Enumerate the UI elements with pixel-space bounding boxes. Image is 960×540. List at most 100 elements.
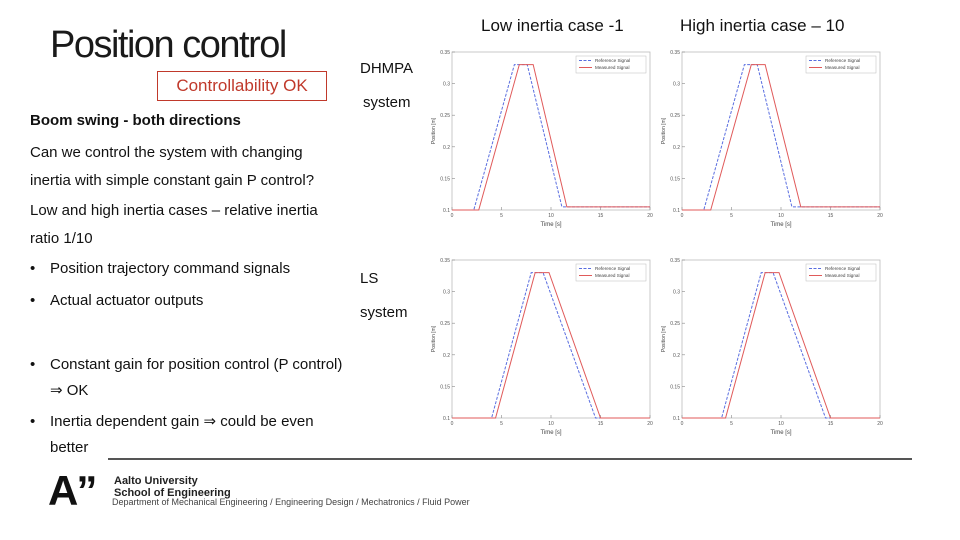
y-tick-label: 0.25 [440, 113, 450, 119]
y-tick-label: 0.1 [673, 208, 680, 214]
bullet-item: • Position trajectory command signals [30, 256, 345, 282]
x-tick-label: 15 [598, 213, 604, 219]
plot-area [451, 259, 651, 419]
x-tick-label: 10 [548, 213, 554, 219]
x-tick-label: 20 [877, 421, 883, 427]
legend-box [805, 55, 877, 74]
y-tick-label: 0.1 [443, 208, 450, 214]
series-line-measured [682, 272, 880, 419]
row-label-dhmpa: DHMPA [360, 60, 414, 77]
x-tick-label: 5 [500, 421, 503, 427]
bullet-text: Position trajectory command signals [50, 260, 291, 277]
plot-area [681, 51, 881, 211]
series-line-measured [452, 272, 650, 419]
x-tick-label: 5 [730, 213, 733, 219]
slide-title: Position control [50, 24, 287, 66]
slide-subtitle: Boom swing - both directions [30, 112, 241, 129]
legend-entry: Measured Signal [825, 65, 859, 70]
x-tick-label: 0 [451, 421, 454, 427]
legend-box [575, 55, 647, 74]
legend-entry: Reference Signal [825, 58, 860, 63]
y-axis-label: Position [m] [661, 117, 667, 144]
bullet-text: Constant gain for position control (P co… [50, 356, 343, 399]
x-tick-label: 0 [451, 213, 454, 219]
column-header-low: Low inertia case -1 [481, 16, 624, 35]
plot-area [681, 259, 881, 419]
y-tick-label: 0.1 [443, 416, 450, 422]
x-axis-label: Time [s] [540, 430, 561, 436]
bullet-text: Actual actuator outputs [50, 292, 204, 309]
y-tick-label: 0.2 [443, 353, 450, 359]
y-axis-label: Position [m] [661, 325, 667, 352]
y-tick-label: 0.15 [440, 176, 450, 182]
department-line: Department of Mechanical Engineering / E… [112, 497, 470, 507]
university-name: Aalto University [114, 475, 198, 487]
legend-box [575, 263, 647, 282]
y-tick-label: 0.15 [670, 384, 680, 390]
x-tick-label: 10 [778, 421, 784, 427]
aalto-logo-mark: A” [48, 467, 97, 514]
bullet-mark: • [30, 292, 36, 309]
row-label-ls: LS [360, 270, 379, 287]
y-tick-label: 0.3 [673, 290, 680, 296]
y-tick-label: 0.15 [440, 384, 450, 390]
x-axis-label: Time [s] [770, 430, 791, 436]
legend-entry: Reference Signal [595, 58, 630, 63]
y-tick-label: 0.2 [673, 145, 680, 151]
chart-ls-high: 0.1 0.15 0.2 0.25 0.3 0.35 0 5 10 15 20 Time [s] Pos… [656, 254, 884, 438]
y-tick-label: 0.35 [440, 50, 450, 56]
y-axis-label: Position [m] [431, 117, 437, 144]
x-tick-label: 5 [730, 421, 733, 427]
y-tick-label: 0.3 [673, 82, 680, 88]
y-axis-label: Position [m] [431, 325, 437, 352]
x-tick-label: 15 [828, 421, 834, 427]
bullet-item: • Inertia dependent gain ⇒ could be even… [30, 409, 345, 461]
bullet-item: • Constant gain for position control (P … [30, 352, 345, 404]
y-tick-label: 0.35 [670, 258, 680, 264]
controllability-badge: Controllability OK [157, 71, 327, 101]
chart-dhmpa-low: 0.1 0.15 0.2 0.25 0.3 0.35 0 5 10 15 20 Time [s] Pos… [426, 46, 654, 230]
column-header-high: High inertia case – 10 [680, 16, 845, 35]
x-axis-label: Time [s] [770, 222, 791, 228]
bullet-text: Inertia dependent gain ⇒ could be even b… [50, 413, 314, 456]
legend-box [805, 263, 877, 282]
x-tick-label: 20 [647, 213, 653, 219]
series-line-measured [452, 64, 650, 211]
y-tick-label: 0.35 [670, 50, 680, 56]
legend-entry: Measured Signal [595, 273, 629, 278]
footer-divider [108, 458, 912, 460]
legend-entry: Measured Signal [595, 65, 629, 70]
y-tick-label: 0.15 [670, 176, 680, 182]
chart-ls-low: 0.1 0.15 0.2 0.25 0.3 0.35 0 5 10 15 20 Time [s] Pos… [426, 254, 654, 438]
bullet-item: • Actual actuator outputs [30, 288, 345, 314]
y-tick-label: 0.3 [443, 290, 450, 296]
x-axis-label: Time [s] [540, 222, 561, 228]
y-tick-label: 0.2 [673, 353, 680, 359]
x-tick-label: 10 [548, 421, 554, 427]
row-label-system: system [360, 304, 408, 321]
x-tick-label: 15 [598, 421, 604, 427]
chart-dhmpa-high: 0.1 0.15 0.2 0.25 0.3 0.35 0 5 10 15 20 Time [s] Pos… [656, 46, 884, 230]
plot-area [451, 51, 651, 211]
y-tick-label: 0.35 [440, 258, 450, 264]
row-label-system: system [363, 94, 411, 111]
series-line-measured [682, 64, 880, 211]
question-paragraph: Can we control the system with changing … [30, 144, 315, 189]
legend-entry: Reference Signal [825, 266, 860, 271]
school-name: School of Engineering [114, 487, 231, 499]
aalto-logo-text: Aalto University School of Engineering [114, 475, 231, 499]
y-tick-label: 0.25 [670, 321, 680, 327]
bullet-mark: • [30, 260, 36, 277]
legend-entry: Reference Signal [595, 266, 630, 271]
x-tick-label: 15 [828, 213, 834, 219]
x-tick-label: 0 [681, 421, 684, 427]
inertia-paragraph: Low and high inertia cases – relative in… [30, 202, 318, 247]
y-tick-label: 0.2 [443, 145, 450, 151]
x-tick-label: 0 [681, 213, 684, 219]
bullet-mark: • [30, 413, 36, 430]
bullet-mark: • [30, 356, 36, 373]
y-tick-label: 0.3 [443, 82, 450, 88]
x-tick-label: 20 [647, 421, 653, 427]
x-tick-label: 5 [500, 213, 503, 219]
x-tick-label: 10 [778, 213, 784, 219]
